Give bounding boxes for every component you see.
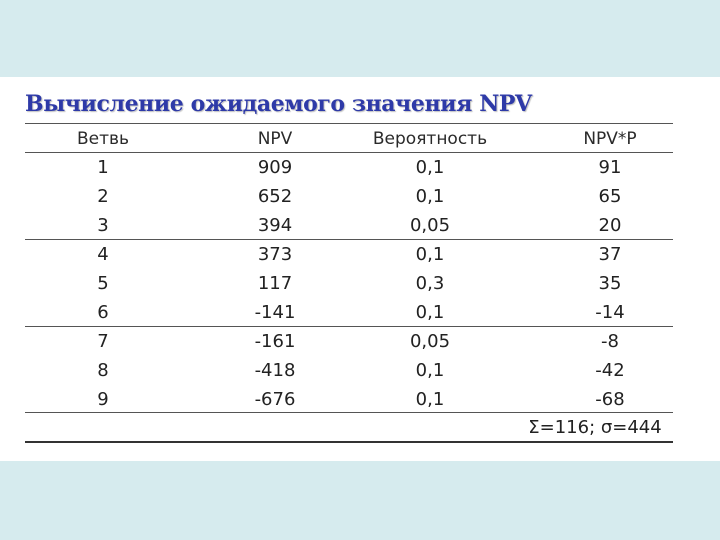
total-row: Σ=116; σ=444 bbox=[25, 413, 673, 442]
npv-p-cell: 20 bbox=[598, 215, 622, 236]
npv-cell: 394 bbox=[257, 215, 293, 236]
branch-cell: 7 bbox=[97, 331, 109, 352]
header-rule bbox=[25, 152, 673, 153]
probability-cell: 0,3 bbox=[415, 273, 445, 294]
npv-cell: 909 bbox=[257, 157, 293, 178]
header-branch: Ветвь bbox=[76, 129, 130, 149]
probability-cell: 0,1 bbox=[415, 157, 445, 178]
branch-cell: 6 bbox=[97, 302, 109, 323]
header-npv-p: NPV*P bbox=[583, 129, 637, 149]
table-row: 7 -161 0,05 -8 bbox=[25, 327, 673, 356]
probability-cell: 0,05 bbox=[409, 215, 451, 236]
probability-cell: 0,1 bbox=[415, 244, 445, 265]
npv-cell: -676 bbox=[254, 389, 296, 410]
branch-cell: 9 bbox=[97, 389, 109, 410]
table-header: Ветвь NPV Вероятность NPV*P bbox=[25, 125, 673, 154]
group-rule bbox=[25, 326, 673, 327]
table-row: 8 -418 0,1 -42 bbox=[25, 356, 673, 385]
npv-p-cell: -42 bbox=[595, 360, 625, 381]
probability-cell: 0,1 bbox=[415, 302, 445, 323]
group-rule bbox=[25, 239, 673, 240]
table-row: 1 909 0,1 91 bbox=[25, 153, 673, 182]
npv-p-cell: 65 bbox=[598, 186, 622, 207]
branch-cell: 5 bbox=[97, 273, 109, 294]
total-value: Σ=116; σ=444 bbox=[528, 417, 662, 438]
table-row: 9 -676 0,1 -68 bbox=[25, 385, 673, 414]
table-bottom-rule bbox=[25, 441, 673, 443]
table-row: 4 373 0,1 37 bbox=[25, 240, 673, 269]
npv-p-cell: 91 bbox=[598, 157, 622, 178]
probability-cell: 0,05 bbox=[409, 331, 451, 352]
npv-p-cell: -14 bbox=[595, 302, 625, 323]
npv-cell: 373 bbox=[257, 244, 293, 265]
npv-cell: -418 bbox=[254, 360, 296, 381]
branch-cell: 2 bbox=[97, 186, 109, 207]
branch-cell: 1 bbox=[97, 157, 109, 178]
table-row: 2 652 0,1 65 bbox=[25, 182, 673, 211]
table-row: 5 117 0,3 35 bbox=[25, 269, 673, 298]
header-probability: Вероятность bbox=[372, 129, 488, 149]
npv-cell: -141 bbox=[254, 302, 296, 323]
branch-cell: 4 bbox=[97, 244, 109, 265]
probability-cell: 0,1 bbox=[415, 186, 445, 207]
slide: Вычисление ожидаемого значения NPV Ветвь… bbox=[0, 77, 720, 461]
npv-p-cell: -68 bbox=[595, 389, 625, 410]
npv-cell: 117 bbox=[257, 273, 293, 294]
npv-cell: 652 bbox=[257, 186, 293, 207]
npv-p-cell: 37 bbox=[598, 244, 622, 265]
branch-cell: 8 bbox=[97, 360, 109, 381]
group-rule bbox=[25, 412, 673, 413]
table-row: 6 -141 0,1 -14 bbox=[25, 298, 673, 327]
table-row: 3 394 0,05 20 bbox=[25, 211, 673, 240]
branch-cell: 3 bbox=[97, 215, 109, 236]
probability-cell: 0,1 bbox=[415, 389, 445, 410]
table-top-rule bbox=[25, 123, 673, 124]
header-npv: NPV bbox=[257, 129, 293, 149]
npv-cell: -161 bbox=[254, 331, 296, 352]
npv-p-cell: -8 bbox=[601, 331, 619, 352]
npv-p-cell: 35 bbox=[598, 273, 622, 294]
slide-title: Вычисление ожидаемого значения NPV bbox=[25, 91, 532, 117]
probability-cell: 0,1 bbox=[415, 360, 445, 381]
